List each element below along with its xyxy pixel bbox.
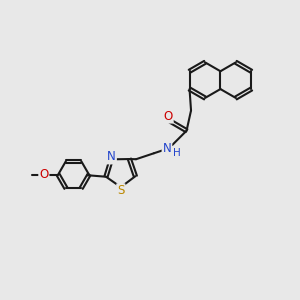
Text: S: S (117, 184, 124, 197)
Text: O: O (164, 110, 173, 123)
Text: O: O (39, 168, 49, 181)
Text: N: N (163, 142, 171, 155)
Text: N: N (107, 151, 116, 164)
Text: H: H (173, 148, 181, 158)
